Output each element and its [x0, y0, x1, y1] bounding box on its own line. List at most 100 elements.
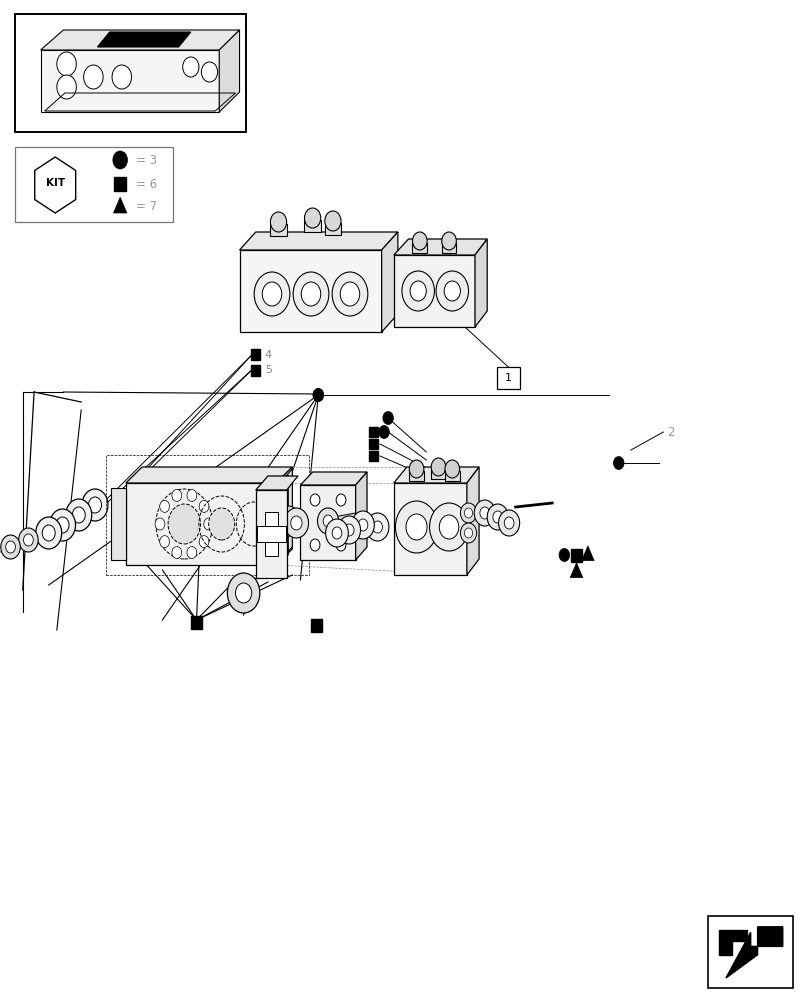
Bar	[191, 615, 202, 629]
Circle shape	[444, 281, 460, 301]
Polygon shape	[474, 239, 487, 327]
Circle shape	[436, 271, 468, 311]
Circle shape	[113, 151, 127, 169]
Bar	[369, 439, 377, 449]
Circle shape	[301, 282, 320, 306]
Circle shape	[313, 388, 324, 401]
Circle shape	[313, 388, 324, 401]
Circle shape	[204, 518, 213, 530]
Circle shape	[492, 511, 502, 523]
Bar	[105, 455, 308, 575]
Bar	[496, 367, 519, 389]
Circle shape	[208, 508, 234, 540]
Circle shape	[431, 458, 445, 476]
Circle shape	[199, 536, 208, 548]
Circle shape	[304, 208, 320, 228]
Bar	[251, 349, 260, 360]
Circle shape	[6, 541, 15, 553]
Circle shape	[66, 499, 92, 531]
Polygon shape	[393, 255, 474, 327]
Circle shape	[412, 232, 427, 250]
Circle shape	[72, 507, 85, 523]
Circle shape	[160, 500, 169, 512]
Circle shape	[187, 547, 196, 559]
Circle shape	[325, 519, 348, 547]
Circle shape	[82, 489, 108, 521]
Polygon shape	[441, 243, 456, 253]
Circle shape	[24, 534, 33, 546]
Polygon shape	[111, 488, 126, 560]
Circle shape	[56, 517, 69, 533]
Bar	[15, 14, 246, 132]
Circle shape	[227, 573, 260, 613]
Circle shape	[160, 536, 169, 548]
Circle shape	[406, 514, 427, 540]
Circle shape	[235, 583, 251, 603]
Circle shape	[460, 503, 476, 523]
Circle shape	[383, 412, 393, 424]
Circle shape	[351, 511, 374, 539]
Polygon shape	[35, 157, 75, 213]
Polygon shape	[412, 243, 427, 253]
Circle shape	[474, 500, 495, 526]
Circle shape	[336, 539, 345, 551]
Bar	[15, 147, 173, 222]
Circle shape	[168, 504, 200, 544]
Circle shape	[254, 272, 290, 316]
Circle shape	[344, 524, 354, 536]
Polygon shape	[239, 232, 397, 250]
Circle shape	[199, 500, 208, 512]
Circle shape	[336, 494, 345, 506]
Circle shape	[464, 528, 472, 538]
Circle shape	[395, 501, 437, 553]
Text: 4: 4	[264, 350, 272, 360]
Polygon shape	[97, 32, 191, 47]
Polygon shape	[239, 250, 381, 332]
Polygon shape	[444, 471, 459, 481]
Polygon shape	[466, 467, 478, 575]
Circle shape	[409, 460, 423, 478]
Polygon shape	[300, 485, 355, 560]
Circle shape	[276, 506, 300, 536]
Circle shape	[441, 232, 456, 250]
Polygon shape	[393, 239, 487, 255]
Bar	[311, 618, 321, 632]
Text: 1: 1	[504, 373, 511, 383]
Polygon shape	[431, 469, 445, 479]
Circle shape	[358, 519, 367, 531]
Circle shape	[479, 507, 489, 519]
Polygon shape	[276, 467, 292, 565]
Polygon shape	[41, 30, 239, 50]
Circle shape	[270, 212, 286, 232]
Polygon shape	[718, 930, 746, 955]
Circle shape	[310, 494, 320, 506]
Polygon shape	[381, 232, 397, 332]
Text: = 7: = 7	[136, 200, 157, 214]
Polygon shape	[219, 30, 239, 112]
Circle shape	[487, 504, 508, 530]
Polygon shape	[581, 546, 594, 561]
Circle shape	[558, 548, 569, 562]
Polygon shape	[300, 472, 367, 485]
Polygon shape	[41, 50, 219, 112]
Bar	[369, 427, 377, 437]
Circle shape	[332, 527, 341, 539]
Circle shape	[284, 508, 308, 538]
Circle shape	[504, 517, 513, 529]
Bar	[264, 512, 277, 556]
Circle shape	[324, 211, 341, 231]
Circle shape	[498, 510, 519, 536]
Polygon shape	[569, 563, 582, 578]
Circle shape	[366, 513, 388, 541]
Circle shape	[613, 456, 624, 470]
Circle shape	[187, 489, 196, 501]
Circle shape	[262, 282, 281, 306]
Polygon shape	[114, 197, 127, 213]
Text: 2: 2	[667, 426, 674, 438]
Circle shape	[19, 528, 38, 552]
Circle shape	[49, 509, 75, 541]
Bar	[256, 526, 285, 542]
Polygon shape	[393, 467, 478, 483]
Circle shape	[1, 535, 20, 559]
Polygon shape	[126, 483, 276, 565]
